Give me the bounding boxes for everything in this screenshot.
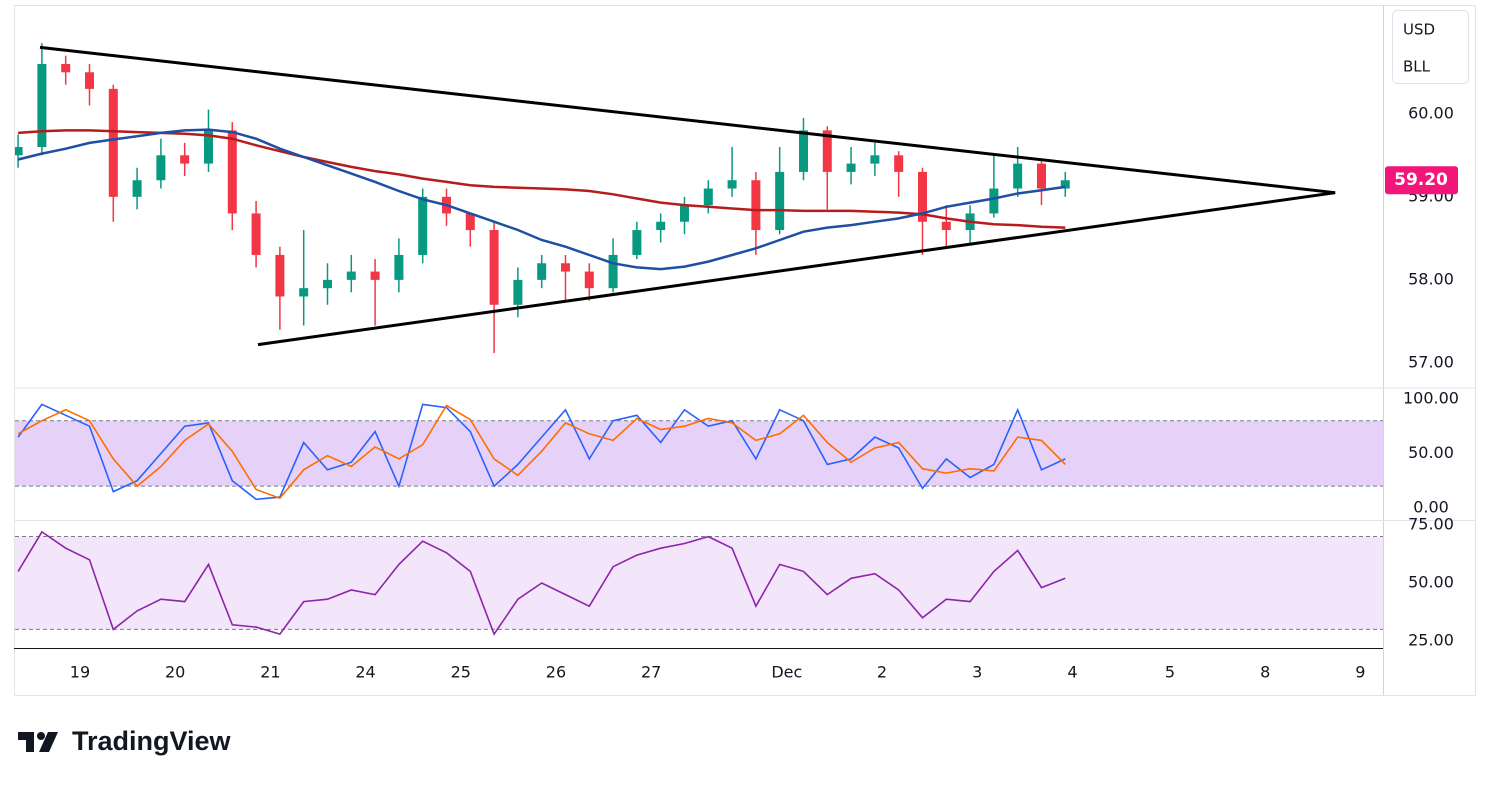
candle-body (418, 196, 428, 255)
series-line (18, 129, 1066, 229)
x-tick-label: 8 (1260, 663, 1270, 682)
series-line (17, 128, 1066, 271)
candle-body (1013, 163, 1023, 189)
candle-body (299, 288, 309, 297)
candle-body (560, 263, 570, 272)
candle-body (608, 254, 618, 289)
x-tick-label: 5 (1165, 663, 1175, 682)
candle-body (37, 63, 47, 148)
candle-body (132, 180, 142, 197)
x-tick-label: 27 (641, 663, 661, 682)
candle-body (584, 271, 594, 289)
last-price-label: 59.20 (1394, 170, 1448, 190)
candle-body (156, 155, 166, 181)
x-tick-label: 9 (1355, 663, 1365, 682)
x-tick-label: 25 (451, 663, 471, 682)
y-tick-label: 100.00 (1403, 388, 1459, 407)
candle-body (703, 188, 713, 206)
x-tick-label: 3 (972, 663, 982, 682)
candle-body (180, 155, 190, 164)
trendline (39, 45, 1336, 195)
candle-body (775, 171, 785, 231)
candle-body (322, 279, 332, 289)
candle-body (394, 254, 404, 280)
candle-body (275, 254, 285, 297)
candle-body (917, 171, 927, 222)
candle-body (489, 230, 499, 305)
currency: USD (1403, 21, 1435, 39)
plot-area (15, 403, 1383, 501)
x-tick-label: 21 (260, 663, 280, 682)
y-tick-label: 75.00 (1408, 514, 1454, 533)
plot-area (15, 530, 1383, 636)
candle-body (727, 180, 737, 189)
candle-body (537, 263, 547, 280)
candle-body (251, 213, 261, 255)
candle-body (346, 271, 356, 280)
y-tick-label: 50.00 (1408, 572, 1454, 591)
candle-body (822, 130, 832, 172)
x-tick-label: 4 (1067, 663, 1077, 682)
last-price-box (1385, 166, 1458, 195)
candle-body (227, 130, 237, 214)
candle-body (751, 180, 761, 231)
x-tick-label: 26 (546, 663, 566, 682)
x-tick-label: 20 (165, 663, 185, 682)
pane: 0.00 50.00 100.00 (15, 388, 1459, 517)
x-tick-label: 24 (355, 663, 375, 682)
candle-body (1060, 180, 1070, 189)
candle-body (1036, 163, 1046, 189)
band-fill (15, 420, 1383, 487)
symbol-box (1392, 10, 1469, 84)
candle-body (941, 221, 951, 231)
candle-body (61, 63, 71, 73)
candle-body (370, 271, 380, 280)
x-tick-label: 2 (877, 663, 887, 682)
candle-body (870, 155, 880, 164)
series-line (17, 404, 1066, 500)
x-tick-label: Dec (771, 663, 802, 682)
y-tick-label: 0.00 (1413, 498, 1449, 517)
candle-body (656, 221, 666, 231)
candle-body (513, 279, 523, 305)
series-line (17, 530, 1066, 636)
candle-body (798, 130, 808, 172)
candle-body (894, 155, 904, 172)
symbol: BLL (1403, 58, 1431, 76)
logo (18, 732, 58, 752)
y-tick-label: 60.00 (1408, 103, 1454, 122)
candle-body (679, 205, 689, 222)
y-tick-label: 57.00 (1408, 352, 1454, 371)
candle-body (15, 147, 23, 156)
x-tick-label: 19 (70, 663, 90, 682)
candle-body (632, 230, 642, 255)
trendline (257, 191, 1336, 347)
band-fill (15, 536, 1383, 630)
candle-body (203, 130, 213, 164)
plot-area (15, 43, 1336, 353)
brand: TradingView (72, 726, 232, 756)
y-tick-label: 58.00 (1408, 269, 1454, 288)
candle-body (846, 163, 856, 172)
pane: 25.00 50.00 75.00 19 20 21 24 25 26 27 Dec 2 3 4 5 8 9 (15, 514, 1454, 682)
candle-body (84, 72, 94, 89)
candle-body (108, 88, 118, 197)
y-tick-label: 50.00 (1408, 443, 1454, 462)
candle-body (989, 188, 999, 214)
y-tick-label: 25.00 (1408, 631, 1454, 650)
candle-body (465, 213, 475, 231)
